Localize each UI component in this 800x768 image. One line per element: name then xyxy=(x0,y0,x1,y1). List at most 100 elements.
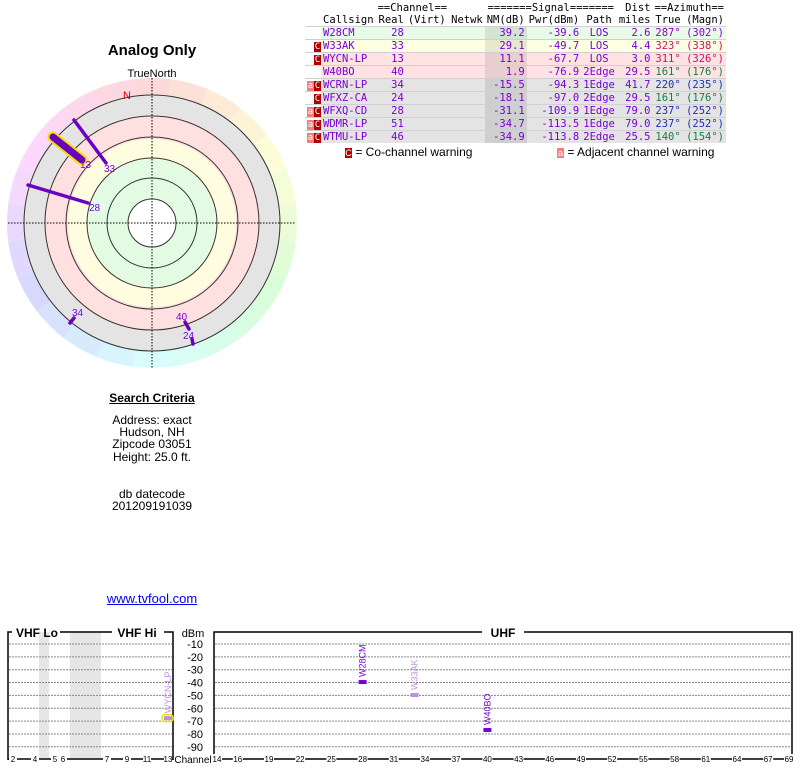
cell-virt xyxy=(405,65,450,79)
station-spoke[interactable] xyxy=(190,337,195,346)
x-tick-label: 40 xyxy=(483,755,492,764)
cell-nm: 39.2 xyxy=(484,26,527,40)
cell-nm: -34.7 xyxy=(484,117,527,131)
cell-path: LOS xyxy=(581,26,617,40)
tick-label-bg xyxy=(59,754,67,764)
cell-magn: (338°) xyxy=(682,39,727,53)
station-marker-label: W28CM xyxy=(358,645,368,678)
address-line: Address: exact xyxy=(112,413,192,427)
tick-label-bg xyxy=(31,754,39,764)
warning-badges xyxy=(305,65,321,79)
spoke-channel-label: 34 xyxy=(72,308,84,319)
tick-label-bg xyxy=(669,754,680,764)
warning-badges: C xyxy=(305,52,321,66)
cell-pwr: -97.0 xyxy=(526,91,582,105)
adjacent-warning-badge: a xyxy=(307,81,314,91)
cell-nm: 29.1 xyxy=(484,39,527,53)
tick-label-bg xyxy=(357,754,368,764)
station-spoke[interactable] xyxy=(49,133,86,164)
station-row[interactable]: a C WCRN-LP 34 -15.5 -94.3 1Edge 41.7 220° (235°) xyxy=(305,78,727,92)
cell-real: 28 xyxy=(375,104,406,118)
cell-callsign: WFXQ-CD xyxy=(321,104,376,118)
co-channel-legend: C = Co-channel warning xyxy=(345,145,472,159)
station-spoke[interactable] xyxy=(72,118,108,165)
cell-real: 40 xyxy=(375,65,406,79)
cell-netwk xyxy=(449,65,485,79)
station-spoke[interactable] xyxy=(183,320,191,331)
cell-path: LOS xyxy=(581,39,617,53)
cell-virt xyxy=(405,26,450,40)
station-row[interactable]: a C WFXQ-CD 28 -31.1 -109.9 1Edge 79.0 237° (252°… xyxy=(305,104,727,118)
city-line: Hudson, NH xyxy=(119,425,185,439)
cell-real: 24 xyxy=(375,91,406,105)
marker-highlight xyxy=(161,713,174,723)
station-spoke[interactable] xyxy=(26,183,90,205)
cell-pwr: -67.7 xyxy=(526,52,582,66)
cell-true: 237° xyxy=(652,104,683,118)
station-marker[interactable] xyxy=(410,693,419,698)
cell-virt xyxy=(405,52,450,66)
column-header-row: Callsign Real (Virt) Netwk NM(dB) Pwr(dB… xyxy=(305,14,726,27)
cell-virt xyxy=(405,91,450,105)
uhf-label: UHF xyxy=(491,626,516,640)
x-tick-label: 58 xyxy=(670,755,679,764)
station-row[interactable]: W40BO 40 1.9 -76.9 2Edge 29.5 161° (176°) xyxy=(305,65,727,79)
co-channel-warning-badge: C xyxy=(314,120,321,130)
cell-true: 161° xyxy=(652,65,683,79)
cell-magn: (176°) xyxy=(682,65,727,79)
cell-pwr: -49.7 xyxy=(526,39,582,53)
x-tick-label: 46 xyxy=(545,755,554,764)
station-marker[interactable] xyxy=(164,716,172,721)
cell-magn: (176°) xyxy=(682,91,727,105)
station-row[interactable]: C WYCN-LP 13 11.1 -67.7 LOS 3.0 311° (326°) xyxy=(305,52,727,66)
x-tick-label: 2 xyxy=(11,755,16,764)
tvfool-link[interactable]: www.tvfool.com xyxy=(106,591,198,606)
x-tick-label: 22 xyxy=(296,755,305,764)
station-marker[interactable] xyxy=(358,680,367,685)
cell-pwr: -113.8 xyxy=(526,130,582,143)
header-path: Path xyxy=(586,14,612,26)
header-true: True xyxy=(655,14,681,26)
station-row[interactable]: a C WTMU-LP 46 -34.9 -113.8 2Edge 25.5 140° (154°… xyxy=(305,130,727,143)
true-north-label: TrueNorth xyxy=(127,68,177,80)
cell-path: 1Edge xyxy=(581,104,617,118)
x-tick-label: 31 xyxy=(389,755,398,764)
cell-magn: (302°) xyxy=(682,26,727,40)
x-tick-label: 11 xyxy=(143,755,152,764)
cell-real: 34 xyxy=(375,78,406,92)
station-row[interactable]: C WFXZ-CA 24 -18.1 -97.0 2Edge 29.5 161° (176°) xyxy=(305,91,727,105)
radar-title: Analog Only xyxy=(107,42,197,59)
cell-pwr: -113.5 xyxy=(526,117,582,131)
tick-label-bg xyxy=(420,754,430,764)
cell-pwr: -109.9 xyxy=(526,104,582,118)
header-dist: miles xyxy=(618,14,651,26)
x-tick-label: 55 xyxy=(639,755,648,764)
tick-label-bg xyxy=(164,754,172,764)
station-row[interactable]: a C WDMR-LP 51 -34.7 -113.5 1Edge 79.0 237° (252°… xyxy=(305,117,727,131)
zipcode-line: Zipcode 03051 xyxy=(112,437,192,451)
magnetic-north-marker: N xyxy=(123,90,131,102)
cell-callsign: WCRN-LP xyxy=(321,78,376,92)
x-tick-label: 5 xyxy=(53,755,58,764)
station-spoke[interactable] xyxy=(68,316,76,325)
x-tick-label: 52 xyxy=(608,755,617,764)
x-tick-label: 25 xyxy=(327,755,336,764)
station-row[interactable]: W28CM 28 39.2 -39.6 LOS 2.6 287° (302°) xyxy=(305,26,727,40)
station-marker[interactable] xyxy=(483,727,492,732)
cell-magn: (252°) xyxy=(682,117,727,131)
station-row[interactable]: C W33AK 33 29.1 -49.7 LOS 4.4 323° (338°) xyxy=(305,39,727,53)
stations-table: ==Channel== =======Signal======= Dist ==… xyxy=(305,2,727,143)
cell-true: 311° xyxy=(652,52,683,66)
cell-magn: (154°) xyxy=(682,130,727,143)
cell-virt xyxy=(405,104,450,118)
vhf-lo-label: VHF Lo xyxy=(16,626,58,640)
cell-dist: 25.5 xyxy=(616,130,653,143)
y-tick-label: -40 xyxy=(187,678,203,690)
cell-dist: 2.6 xyxy=(616,26,653,40)
cell-true: 140° xyxy=(652,130,683,143)
co-channel-badge: C xyxy=(345,148,352,158)
x-tick-label: 34 xyxy=(421,755,430,764)
tick-label-bg xyxy=(232,754,243,764)
